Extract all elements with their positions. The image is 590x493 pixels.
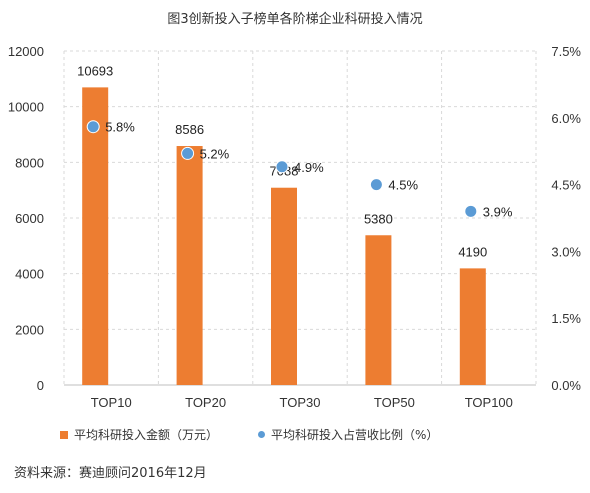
ratio-dot: [464, 204, 478, 218]
y-left-tick-label: 2000: [15, 322, 44, 337]
y-left-tick-label: 8000: [15, 155, 44, 170]
y-right-tick-label: 1.5%: [551, 311, 581, 326]
bar: [459, 268, 486, 385]
ratio-dot: [181, 146, 195, 160]
legend-dot-swatch: [258, 431, 266, 438]
ratio-dot: [369, 178, 383, 192]
category-label: TOP50: [374, 395, 415, 410]
y-left-tick-label: 0: [37, 378, 44, 393]
bar-value-label: 5380: [364, 211, 393, 226]
ratio-value-label: 3.9%: [483, 204, 513, 219]
y-left-tick-label: 10000: [8, 100, 44, 115]
y-right-tick-label: 3.0%: [551, 244, 581, 259]
category-label: TOP20: [185, 395, 226, 410]
bar: [365, 235, 392, 385]
bar: [82, 87, 109, 385]
source-note: 资料来源：赛迪顾问2016年12月: [14, 466, 207, 481]
ratio-dot: [86, 120, 100, 134]
ratio-value-label: 4.5%: [388, 178, 418, 193]
y-right-tick-label: 6.0%: [551, 111, 581, 126]
ratio-dot: [275, 160, 289, 174]
ratio-value-label: 4.9%: [294, 160, 324, 175]
y-right-tick-label: 0.0%: [551, 378, 581, 393]
legend-bar-label: 平均科研投入金额（万元）: [74, 428, 219, 442]
category-label: TOP100: [465, 395, 513, 410]
bar-value-label: 10693: [77, 63, 113, 78]
y-right-tick-label: 4.5%: [551, 178, 581, 193]
category-label: TOP30: [280, 395, 321, 410]
legend-item-bar: 平均科研投入金额（万元）: [60, 426, 218, 443]
legend-item-dot: 平均科研投入占营收比例（%）: [258, 426, 438, 443]
category-label: TOP10: [91, 395, 132, 410]
chart-title: 图3创新投入子榜单各阶梯企业科研投入情况: [167, 12, 423, 27]
legend-bar-swatch: [60, 430, 68, 439]
y-right-tick-label: 7.5%: [551, 44, 581, 59]
y-left-tick-label: 6000: [15, 211, 44, 226]
legend-dot-label: 平均科研投入占营收比例（%）: [271, 428, 439, 442]
y-left-tick-label: 12000: [8, 44, 44, 59]
bar-value-label: 4190: [458, 244, 487, 259]
ratio-value-label: 5.8%: [105, 120, 135, 135]
legend: 平均科研投入金额（万元） 平均科研投入占营收比例（%）: [60, 426, 478, 443]
bar: [271, 187, 297, 385]
y-left-tick-label: 4000: [15, 267, 44, 282]
bar-value-label: 8586: [175, 122, 204, 137]
ratio-value-label: 5.2%: [200, 146, 230, 161]
bar: [176, 146, 203, 385]
